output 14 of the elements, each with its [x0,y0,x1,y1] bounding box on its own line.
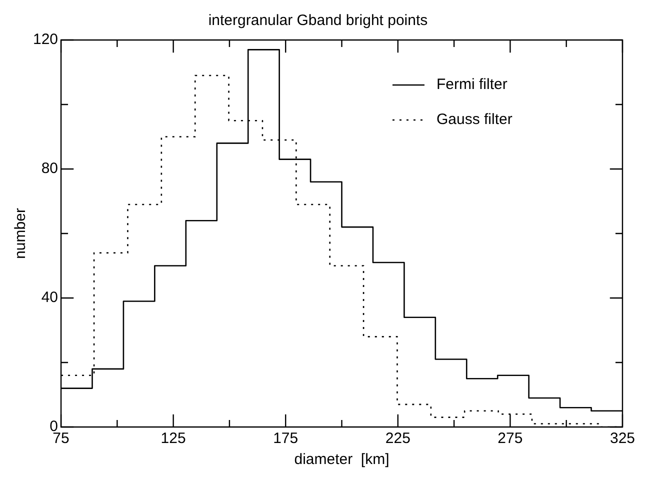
y-axis-title: number [12,208,30,259]
x-tick-label: 275 [498,430,523,448]
y-tick-label: 40 [41,289,58,306]
legend-label: Gauss filter [436,111,512,128]
x-tick-label: 75 [52,430,70,448]
x-axis-title: diameter [km] [294,451,390,468]
x-tick-label: 125 [160,430,186,448]
x-tick-label: 325 [610,430,635,448]
y-tick-label: 80 [41,160,58,178]
y-tick-label: 120 [32,31,58,48]
x-tick-label: 225 [385,430,410,448]
x-tick-label: 175 [273,430,298,448]
legend-label: Fermi filter [436,76,508,94]
chart-title: intergranular Gband bright points [208,12,428,30]
